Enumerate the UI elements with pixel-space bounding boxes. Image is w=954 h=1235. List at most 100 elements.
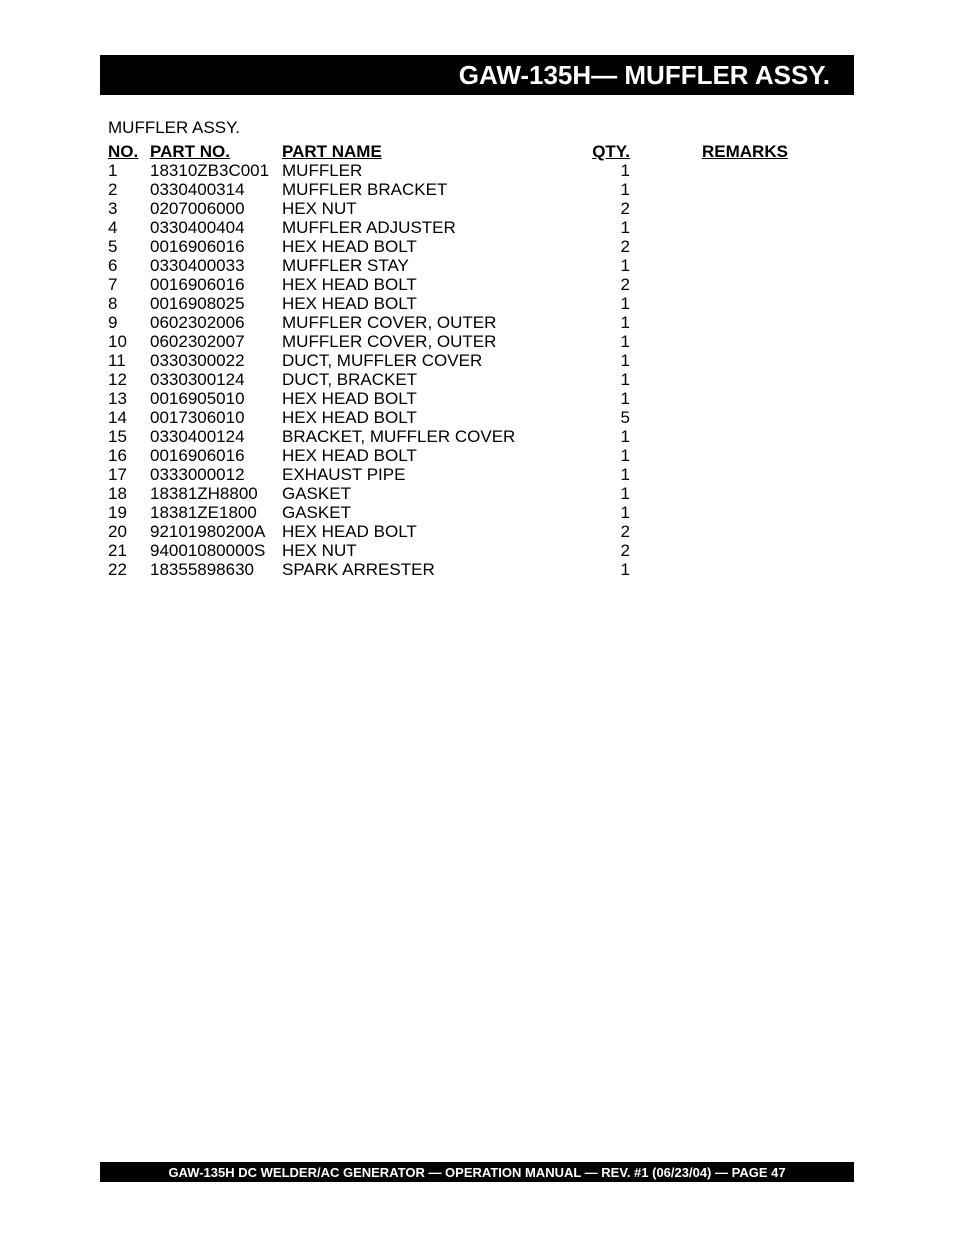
cell-qty: 1 <box>592 370 702 389</box>
cell-no: 7 <box>108 275 150 294</box>
cell-partno: 94001080000S <box>150 541 282 560</box>
cell-no: 12 <box>108 370 150 389</box>
parts-table: NO. PART NO. PART NAME QTY. REMARKS 1183… <box>108 142 848 579</box>
cell-no: 21 <box>108 541 150 560</box>
cell-name: MUFFLER COVER, OUTER <box>282 313 592 332</box>
table-row: 2218355898630SPARK ARRESTER1 <box>108 560 848 579</box>
cell-qty: 1 <box>592 465 702 484</box>
cell-partno: 0330400033 <box>150 256 282 275</box>
table-row: 120330300124DUCT, BRACKET1 <box>108 370 848 389</box>
cell-qty: 2 <box>592 275 702 294</box>
cell-no: 4 <box>108 218 150 237</box>
cell-name: BRACKET, MUFFLER COVER <box>282 427 592 446</box>
cell-remarks <box>702 161 842 180</box>
cell-partno: 0330400314 <box>150 180 282 199</box>
cell-no: 17 <box>108 465 150 484</box>
cell-name: HEX HEAD BOLT <box>282 389 592 408</box>
cell-name: GASKET <box>282 484 592 503</box>
cell-name: EXHAUST PIPE <box>282 465 592 484</box>
cell-no: 5 <box>108 237 150 256</box>
cell-remarks <box>702 389 842 408</box>
cell-name: DUCT, MUFFLER COVER <box>282 351 592 370</box>
table-row: 160016906016HEX HEAD BOLT1 <box>108 446 848 465</box>
cell-name: HEX HEAD BOLT <box>282 294 592 313</box>
cell-no: 22 <box>108 560 150 579</box>
section-title: MUFFLER ASSY. <box>108 118 240 138</box>
cell-no: 14 <box>108 408 150 427</box>
table-body: 118310ZB3C001MUFFLER120330400314MUFFLER … <box>108 161 848 579</box>
cell-partno: 0017306010 <box>150 408 282 427</box>
table-row: 1918381ZE1800GASKET1 <box>108 503 848 522</box>
cell-no: 19 <box>108 503 150 522</box>
col-header-qty: QTY. <box>592 142 702 161</box>
cell-name: HEX NUT <box>282 541 592 560</box>
cell-qty: 2 <box>592 541 702 560</box>
cell-partno: 0330400404 <box>150 218 282 237</box>
cell-partno: 92101980200A <box>150 522 282 541</box>
cell-qty: 1 <box>592 180 702 199</box>
cell-remarks <box>702 370 842 389</box>
col-header-name: PART NAME <box>282 142 592 161</box>
table-row: 90602302006MUFFLER COVER, OUTER1 <box>108 313 848 332</box>
cell-partno: 0333000012 <box>150 465 282 484</box>
cell-partno: 0330300124 <box>150 370 282 389</box>
cell-remarks <box>702 199 842 218</box>
cell-qty: 1 <box>592 313 702 332</box>
cell-no: 15 <box>108 427 150 446</box>
cell-no: 11 <box>108 351 150 370</box>
table-row: 20330400314MUFFLER BRACKET1 <box>108 180 848 199</box>
cell-remarks <box>702 408 842 427</box>
cell-remarks <box>702 180 842 199</box>
cell-name: MUFFLER STAY <box>282 256 592 275</box>
cell-partno: 0016906016 <box>150 446 282 465</box>
cell-partno: 0207006000 <box>150 199 282 218</box>
cell-no: 1 <box>108 161 150 180</box>
cell-name: MUFFLER ADJUSTER <box>282 218 592 237</box>
footer-bar: GAW-135H DC WELDER/AC GENERATOR — OPERAT… <box>100 1162 854 1182</box>
table-header-row: NO. PART NO. PART NAME QTY. REMARKS <box>108 142 848 161</box>
cell-partno: 0016908025 <box>150 294 282 313</box>
cell-partno: 0016905010 <box>150 389 282 408</box>
cell-partno: 18381ZH8800 <box>150 484 282 503</box>
table-row: 100602302007MUFFLER COVER, OUTER1 <box>108 332 848 351</box>
cell-no: 3 <box>108 199 150 218</box>
cell-remarks <box>702 541 842 560</box>
page-title: GAW-135H— MUFFLER ASSY. <box>459 60 830 91</box>
cell-partno: 0016906016 <box>150 275 282 294</box>
cell-qty: 5 <box>592 408 702 427</box>
col-header-remarks: REMARKS <box>702 142 842 161</box>
cell-partno: 18381ZE1800 <box>150 503 282 522</box>
cell-name: DUCT, BRACKET <box>282 370 592 389</box>
cell-no: 2 <box>108 180 150 199</box>
cell-remarks <box>702 332 842 351</box>
cell-qty: 2 <box>592 199 702 218</box>
cell-remarks <box>702 294 842 313</box>
cell-remarks <box>702 351 842 370</box>
cell-qty: 1 <box>592 332 702 351</box>
table-row: 2092101980200AHEX HEAD BOLT2 <box>108 522 848 541</box>
cell-remarks <box>702 237 842 256</box>
cell-partno: 18355898630 <box>150 560 282 579</box>
cell-name: MUFFLER BRACKET <box>282 180 592 199</box>
cell-remarks <box>702 503 842 522</box>
header-bar: GAW-135H— MUFFLER ASSY. <box>100 55 854 95</box>
col-header-no: NO. <box>108 142 150 161</box>
cell-no: 18 <box>108 484 150 503</box>
cell-remarks <box>702 484 842 503</box>
cell-qty: 1 <box>592 560 702 579</box>
cell-no: 9 <box>108 313 150 332</box>
cell-qty: 1 <box>592 294 702 313</box>
cell-qty: 2 <box>592 237 702 256</box>
cell-remarks <box>702 275 842 294</box>
cell-qty: 1 <box>592 256 702 275</box>
table-row: 140017306010HEX HEAD BOLT5 <box>108 408 848 427</box>
cell-name: SPARK ARRESTER <box>282 560 592 579</box>
cell-partno: 0602302007 <box>150 332 282 351</box>
cell-no: 13 <box>108 389 150 408</box>
cell-name: GASKET <box>282 503 592 522</box>
cell-partno: 0016906016 <box>150 237 282 256</box>
table-row: 170333000012EXHAUST PIPE1 <box>108 465 848 484</box>
cell-qty: 1 <box>592 503 702 522</box>
cell-name: HEX HEAD BOLT <box>282 237 592 256</box>
cell-qty: 1 <box>592 161 702 180</box>
